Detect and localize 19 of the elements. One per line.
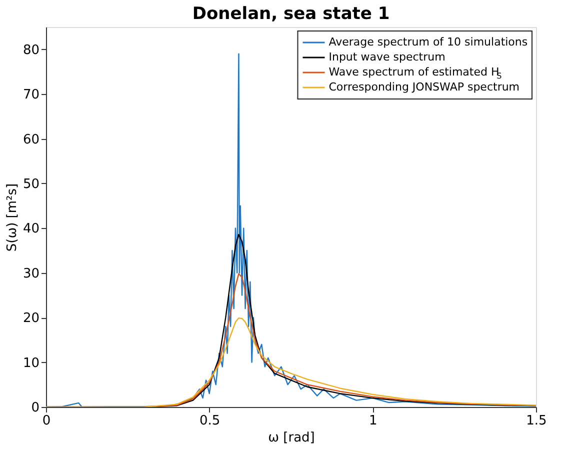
legend-label: Input wave spectrum (328, 50, 446, 64)
x-tick-label: 0.5 (199, 414, 220, 428)
y-tick-label: 20 (22, 311, 40, 326)
y-tick-label: 80 (22, 42, 40, 58)
y-axis-title: S(ω) [m²s] (4, 183, 20, 252)
y-tick-label: 40 (22, 222, 40, 237)
legend-label: Corresponding JONSWAP spectrum (328, 80, 520, 94)
y-tick-label: 70 (22, 88, 40, 103)
x-tick-label: 1.5 (526, 414, 547, 428)
legend-label: Average spectrum of 10 simulations (328, 36, 528, 48)
y-tick-label: 60 (22, 132, 40, 148)
y-tick-label: 30 (22, 266, 40, 282)
chart-title: Donelan, sea state 1 (192, 4, 390, 24)
y-tick-label: 50 (22, 176, 40, 192)
x-tick-label: 1 (369, 414, 378, 428)
x-tick-label: 0 (42, 414, 51, 428)
y-tick-label: 10 (22, 356, 40, 371)
y-tick-label: 0 (31, 400, 40, 416)
x-axis-title: ω [rad] (268, 430, 315, 446)
